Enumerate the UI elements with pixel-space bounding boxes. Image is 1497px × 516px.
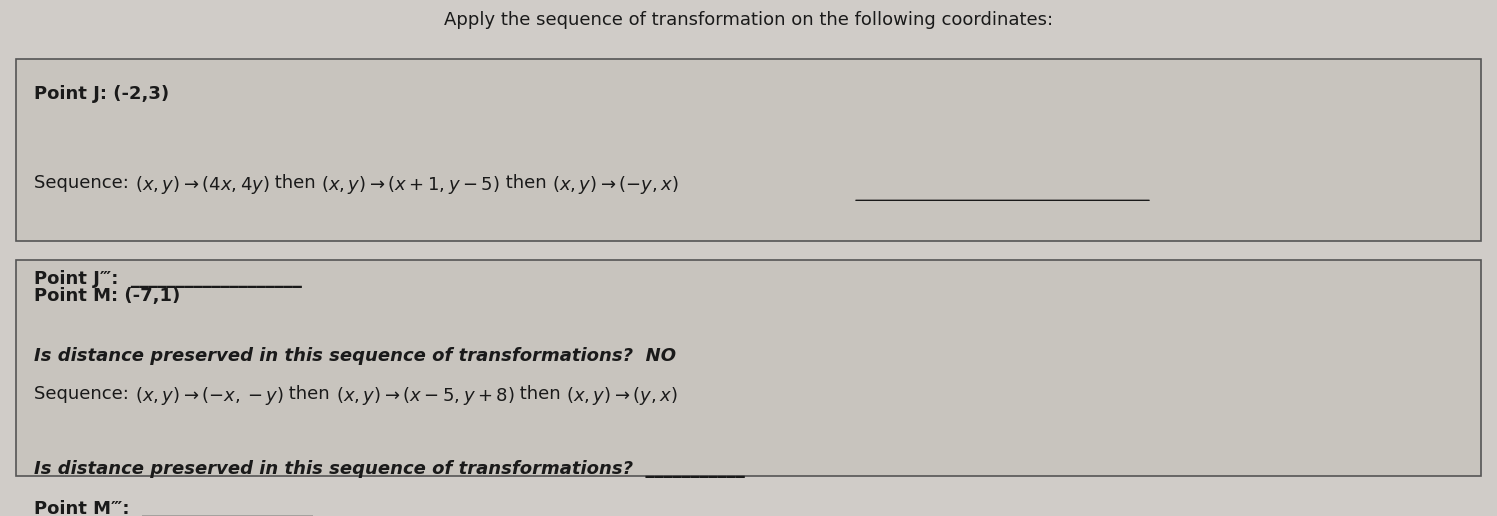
Text: Sequence:: Sequence: xyxy=(34,174,135,192)
Text: $(x, y) \rightarrow (-x, -y)$: $(x, y) \rightarrow (-x, -y)$ xyxy=(135,385,283,407)
Text: Point J‴:  ___________________: Point J‴: ___________________ xyxy=(34,270,302,288)
Text: $(x, y) \rightarrow (y, x)$: $(x, y) \rightarrow (y, x)$ xyxy=(566,385,678,407)
Text: then: then xyxy=(283,385,335,403)
Text: then: then xyxy=(500,174,552,192)
Text: Apply the sequence of transformation on the following coordinates:: Apply the sequence of transformation on … xyxy=(445,11,1052,29)
Text: Point M‴:  ___________________: Point M‴: ___________________ xyxy=(34,500,313,516)
Text: $(x, y) \rightarrow (4x, 4y)$: $(x, y) \rightarrow (4x, 4y)$ xyxy=(135,174,269,196)
Text: $(x, y) \rightarrow (x-5, y+8)$: $(x, y) \rightarrow (x-5, y+8)$ xyxy=(335,385,515,407)
Text: Is distance preserved in this sequence of transformations?  NO: Is distance preserved in this sequence o… xyxy=(34,347,677,364)
Text: then: then xyxy=(513,385,566,403)
Text: Sequence:: Sequence: xyxy=(34,385,135,403)
FancyBboxPatch shape xyxy=(16,59,1481,241)
Text: Point M: (-7,1): Point M: (-7,1) xyxy=(34,286,181,304)
Text: $(x, y) \rightarrow (-y, x)$: $(x, y) \rightarrow (-y, x)$ xyxy=(552,174,678,196)
Text: $(x, y) \rightarrow (x+1, y-5)$: $(x, y) \rightarrow (x+1, y-5)$ xyxy=(322,174,500,196)
Text: Point J: (-2,3): Point J: (-2,3) xyxy=(34,85,169,103)
Text: then: then xyxy=(269,174,322,192)
Text: Is distance preserved in this sequence of transformations?  ___________: Is distance preserved in this sequence o… xyxy=(34,460,746,478)
FancyBboxPatch shape xyxy=(16,260,1481,476)
